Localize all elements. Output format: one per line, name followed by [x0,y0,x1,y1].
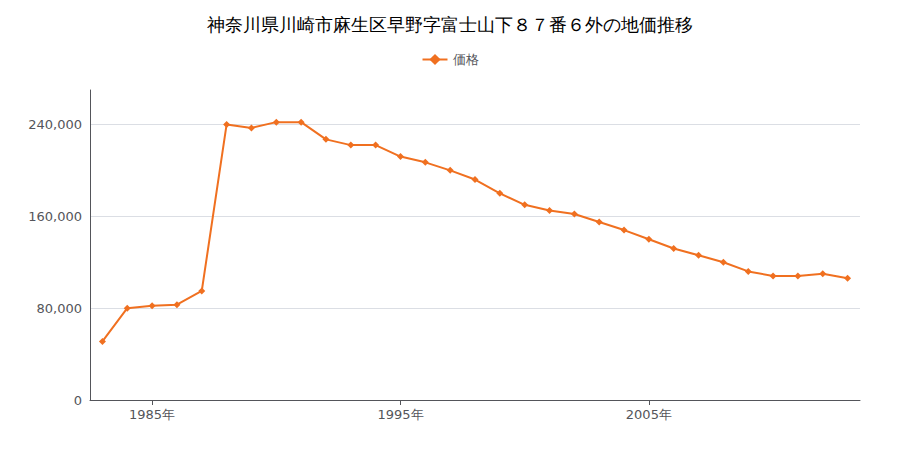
svg-text:神奈川県川崎市麻生区早野字富士山下８７番６外の地価推移: 神奈川県川崎市麻生区早野字富士山下８７番６外の地価推移 [207,14,693,35]
svg-text:1985年: 1985年 [129,407,175,422]
svg-text:240,000: 240,000 [28,117,82,132]
svg-text:160,000: 160,000 [28,209,82,224]
svg-text:0: 0 [74,393,82,408]
svg-text:価格: 価格 [453,52,479,67]
svg-text:1995年: 1995年 [377,407,423,422]
svg-text:80,000: 80,000 [37,301,83,316]
svg-text:2005年: 2005年 [626,407,672,422]
